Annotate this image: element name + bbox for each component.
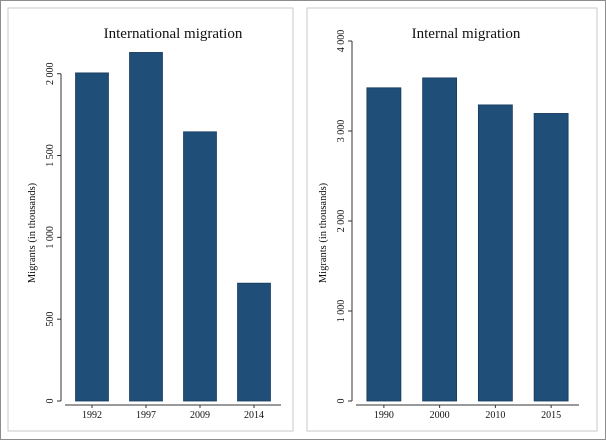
panel-internal-y-tick-label: 2 000 xyxy=(336,210,347,233)
panel-international: International migration Migrants (in tho… xyxy=(7,7,294,432)
panel-international-y-ticks: 0 500 1 000 1 500 2 000 xyxy=(45,62,61,404)
panel-international-bars xyxy=(75,52,271,402)
x-tick-label-2014: 2014 xyxy=(244,410,264,421)
x-tick-label-1990: 1990 xyxy=(374,410,394,421)
x-tick-label-2015: 2015 xyxy=(541,410,561,421)
panel-international-title: International migration xyxy=(104,26,243,42)
panel-international-y-tick-label: 500 xyxy=(45,312,56,327)
bar-1990 xyxy=(366,87,402,402)
bar-1992 xyxy=(75,72,109,402)
panel-internal-y-ticks: 0 1 000 2 000 3 000 4 000 xyxy=(336,30,352,404)
panel-international-y-tick-label: 0 xyxy=(45,399,56,404)
x-tick-label-1997: 1997 xyxy=(136,410,156,421)
x-tick-label-2000: 2000 xyxy=(430,410,450,421)
panel-internal-bars xyxy=(366,77,569,402)
panel-internal-title: Internal migration xyxy=(412,26,521,42)
bar-2000 xyxy=(422,77,458,402)
panel-internal-y-tick-label: 4 000 xyxy=(336,30,347,53)
panel-international-y-tick-label: 1 500 xyxy=(45,144,56,167)
bar-1997 xyxy=(129,52,163,402)
panel-international-ylabel: Migrants (in thousands) xyxy=(27,182,38,283)
bar-2010 xyxy=(477,104,513,402)
x-tick-label-2009: 2009 xyxy=(190,410,210,421)
panel-internal-y-tick-label: 0 xyxy=(336,399,347,404)
panel-internal-ylabel: Migrants (in thousands) xyxy=(318,182,329,283)
bar-2009 xyxy=(183,131,217,402)
panel-internal-y-tick-label: 3 000 xyxy=(336,120,347,143)
panel-internal: Internal migration Migrants (in thousand… xyxy=(306,7,598,432)
panel-international-y-tick-label: 1 000 xyxy=(45,226,56,249)
x-tick-label-2010: 2010 xyxy=(485,410,505,421)
x-tick-label-1992: 1992 xyxy=(82,410,102,421)
panel-internal-y-tick-label: 1 000 xyxy=(336,300,347,323)
bar-2014 xyxy=(237,282,271,402)
bar-2015 xyxy=(533,113,569,402)
panel-international-y-tick-label: 2 000 xyxy=(45,62,56,85)
